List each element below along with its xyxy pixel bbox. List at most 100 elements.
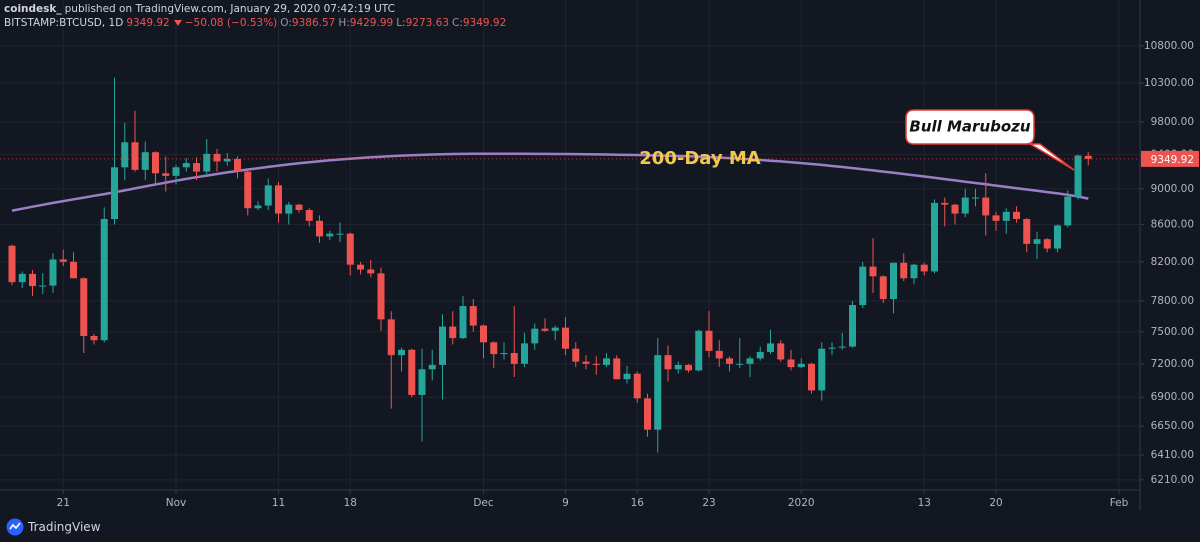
candle <box>100 207 108 343</box>
candle-body <box>131 142 139 170</box>
candle-body <box>756 351 764 359</box>
candle-body <box>623 373 631 380</box>
candle <box>869 238 877 294</box>
candle <box>603 353 610 368</box>
y-tick-label: 6900.00 <box>1151 391 1194 403</box>
candle-body <box>531 328 539 344</box>
candle-body <box>551 327 559 331</box>
y-tick-label: 7800.00 <box>1151 295 1194 307</box>
candle <box>264 178 272 211</box>
y-tick-label: 6410.00 <box>1151 449 1194 461</box>
candle-body <box>705 330 713 351</box>
candle <box>1002 208 1010 234</box>
candle <box>664 345 672 382</box>
candle-body <box>726 358 733 364</box>
candle-body <box>633 373 641 399</box>
candle <box>797 358 805 369</box>
callout-box <box>905 109 1075 171</box>
y-tick-label: 7500.00 <box>1151 326 1194 338</box>
published: published on TradingView.com, January 29… <box>64 3 395 15</box>
low-value: 9273.63 <box>405 17 449 29</box>
candle-body <box>664 355 672 370</box>
candle <box>562 317 569 356</box>
candle <box>623 365 631 384</box>
header: coindesk_ published on TradingView.com, J… <box>4 2 509 30</box>
candle <box>633 371 641 403</box>
candle-body <box>920 264 928 272</box>
candle <box>551 325 559 341</box>
candle-body <box>808 363 815 391</box>
callout-text: Bull Marubozu <box>909 118 1031 136</box>
candle-body <box>715 350 723 359</box>
candle <box>674 361 682 374</box>
candle-body <box>941 202 949 205</box>
candle <box>541 318 549 332</box>
candle <box>275 181 282 223</box>
header-line-2: BITSTAMP:BTCUSD, 1D 9349.92 −50.08 (−0.53%… <box>4 16 509 30</box>
candle-body <box>859 266 867 306</box>
candle <box>1023 218 1031 253</box>
candle-body <box>777 343 785 360</box>
candle <box>1074 154 1082 200</box>
open-label: O: <box>280 17 292 29</box>
candle-body <box>1064 196 1072 226</box>
candle-body <box>490 342 498 355</box>
candle <box>685 363 692 373</box>
candle <box>890 262 897 314</box>
candle <box>582 355 590 370</box>
candle <box>49 253 57 294</box>
last-price-tag <box>1141 150 1199 167</box>
candle <box>480 324 487 359</box>
candle <box>787 349 795 371</box>
candle <box>449 311 457 345</box>
candle-body <box>70 261 77 279</box>
candle-body <box>162 173 170 176</box>
last-price-label: 9349.92 <box>1151 154 1194 166</box>
candle <box>910 263 918 285</box>
candle <box>111 77 118 225</box>
candle <box>234 156 241 179</box>
candle-body <box>1002 211 1010 221</box>
brand-name: TradingView <box>28 520 101 534</box>
candle-body <box>951 204 959 214</box>
candle-body <box>234 158 241 172</box>
candle-body <box>746 358 754 364</box>
candle-body <box>449 326 457 339</box>
high-label: H: <box>338 17 350 29</box>
candle-body <box>193 163 200 172</box>
candle <box>285 201 293 225</box>
candle <box>193 157 200 181</box>
candle <box>900 253 908 282</box>
x-tick-label: 11 <box>272 497 285 509</box>
candle-body <box>377 273 385 320</box>
candle <box>346 232 354 276</box>
candle-body <box>910 264 918 279</box>
candle <box>439 314 446 400</box>
candle-body <box>1013 211 1020 220</box>
candle <box>70 252 77 279</box>
candle <box>726 356 733 372</box>
candle-body <box>767 343 774 352</box>
candle <box>715 340 723 368</box>
candle-body <box>879 276 887 300</box>
candle <box>305 208 313 227</box>
candle <box>644 393 651 437</box>
candle <box>654 338 662 453</box>
candle-body <box>592 363 600 365</box>
candle-body <box>982 197 990 216</box>
candle <box>8 244 16 286</box>
candle-body <box>510 353 518 364</box>
candle-body <box>100 219 108 341</box>
x-tick-label: 13 <box>918 497 931 509</box>
candle <box>162 156 170 192</box>
y-tick-label: 10800.00 <box>1144 40 1194 52</box>
candle-body <box>90 335 98 341</box>
candle-body <box>439 326 446 365</box>
y-tick-label: 8600.00 <box>1151 218 1194 230</box>
candle-body <box>972 197 979 199</box>
candle <box>972 188 979 207</box>
candle <box>254 201 262 211</box>
